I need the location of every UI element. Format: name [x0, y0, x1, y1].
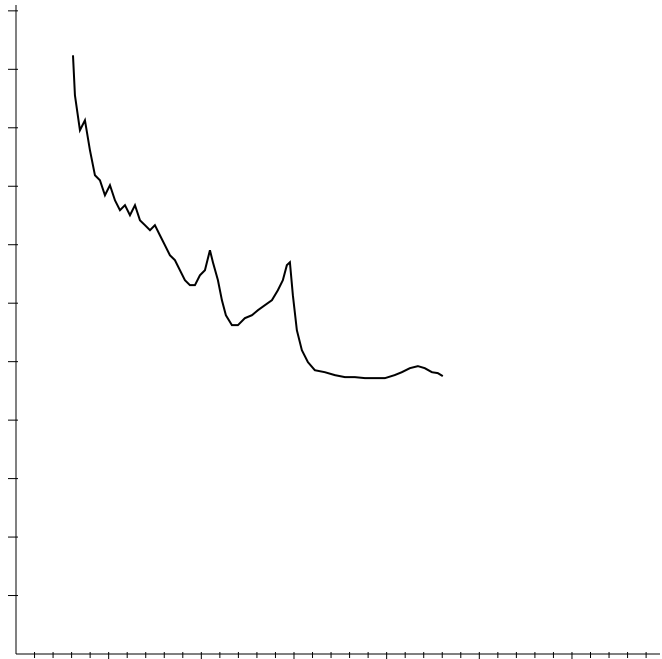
- data-line: [71, 55, 444, 380]
